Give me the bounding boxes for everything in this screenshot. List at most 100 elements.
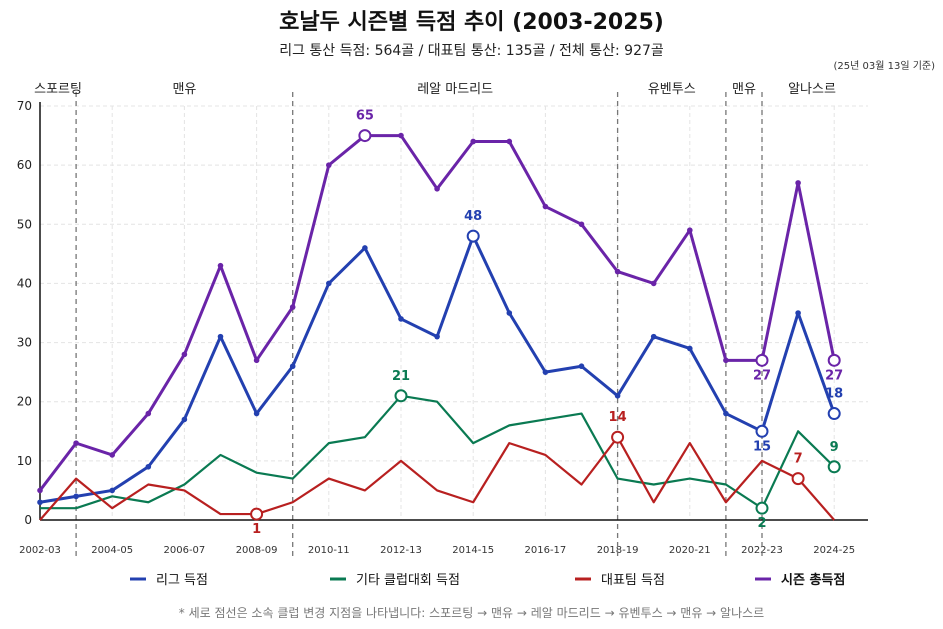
data-point bbox=[398, 316, 404, 322]
highlight-marker bbox=[358, 129, 372, 143]
data-point bbox=[795, 310, 801, 316]
data-label: 2 bbox=[757, 516, 766, 531]
x-tick-label: 2016-17 bbox=[525, 545, 567, 556]
data-point bbox=[434, 333, 440, 340]
data-point bbox=[434, 186, 440, 192]
data-point bbox=[542, 369, 549, 375]
x-tick-label: 2020-21 bbox=[669, 545, 711, 556]
x-tick-label: 2022-23 bbox=[741, 545, 783, 556]
data-point bbox=[542, 203, 549, 210]
chart-subtitle: 리그 통산 득점: 564골 / 대표팀 통산: 135골 / 전체 통산: 9… bbox=[279, 43, 664, 59]
club-label: 레알 마드리드 bbox=[417, 82, 493, 97]
data-point bbox=[687, 345, 693, 352]
highlight-marker bbox=[827, 460, 841, 474]
data-label: 1 bbox=[252, 522, 261, 537]
data-point bbox=[73, 440, 79, 446]
footnote: * 세로 점선은 소속 클럽 변경 지점을 나타냅니다: 스포르팅 → 맨유 →… bbox=[178, 606, 765, 620]
data-point bbox=[109, 452, 115, 458]
data-point bbox=[470, 138, 477, 145]
data-point bbox=[578, 363, 585, 370]
data-point bbox=[614, 268, 621, 275]
data-point bbox=[73, 493, 79, 500]
data-label: 14 bbox=[609, 410, 627, 425]
data-point bbox=[614, 393, 621, 399]
x-tick-label: 2010-11 bbox=[308, 545, 350, 556]
data-label: 27 bbox=[825, 368, 843, 383]
data-label: 48 bbox=[464, 209, 482, 224]
x-tick-label: 2004-05 bbox=[91, 545, 133, 556]
series-line bbox=[39, 436, 836, 521]
club-label: 스포르팅 bbox=[34, 82, 82, 97]
club-label: 맨유 bbox=[172, 82, 196, 97]
data-point bbox=[795, 180, 801, 186]
highlight-marker bbox=[755, 353, 769, 367]
highlight-marker bbox=[250, 507, 264, 521]
highlight-marker bbox=[466, 229, 480, 243]
legend-label: 리그 득점 bbox=[156, 573, 208, 588]
club-label: 유벤투스 bbox=[648, 82, 696, 97]
data-point bbox=[289, 304, 296, 310]
data-point bbox=[723, 357, 729, 364]
highlight-marker bbox=[755, 501, 769, 515]
y-tick-label: 50 bbox=[17, 217, 32, 231]
data-point bbox=[326, 162, 332, 168]
y-tick-label: 10 bbox=[17, 454, 32, 468]
line-chart: 0 10 20 30 40 50 60 70 2002-03 2004-05 2006-07 2008… bbox=[17, 82, 868, 588]
data-point bbox=[217, 333, 224, 340]
data-point bbox=[217, 262, 224, 269]
legend-label: 시즌 총득점 bbox=[781, 572, 845, 588]
data-label: 9 bbox=[830, 440, 839, 455]
series-line bbox=[40, 394, 835, 510]
data-label: 27 bbox=[753, 368, 771, 383]
data-label: 15 bbox=[753, 439, 771, 454]
legend-label: 대표팀 득점 bbox=[601, 573, 665, 588]
x-tick-label: 2014-15 bbox=[452, 545, 494, 556]
data-point bbox=[506, 138, 513, 145]
data-point bbox=[253, 410, 260, 417]
x-tick-label: 2012-13 bbox=[380, 545, 422, 556]
data-point bbox=[37, 487, 43, 494]
x-tick-label: 2024-25 bbox=[813, 545, 855, 556]
data-point bbox=[326, 280, 332, 287]
data-label: 65 bbox=[356, 109, 374, 124]
data-label: 7 bbox=[794, 452, 803, 467]
data-point bbox=[650, 333, 657, 340]
data-point bbox=[181, 351, 188, 358]
date-note: (25년 03월 13일 기준) bbox=[833, 61, 935, 72]
data-point bbox=[181, 416, 188, 423]
y-tick-label: 40 bbox=[17, 276, 32, 290]
highlight-marker bbox=[791, 472, 805, 486]
y-tick-label: 20 bbox=[17, 395, 32, 409]
y-tick-label: 60 bbox=[17, 158, 32, 172]
y-tick-label: 0 bbox=[24, 513, 32, 527]
x-tick-label: 2002-03 bbox=[19, 545, 61, 556]
highlight-marker bbox=[755, 424, 769, 438]
data-point bbox=[723, 410, 729, 417]
legend-label: 기타 클럽대회 득점 bbox=[356, 573, 460, 588]
data-point bbox=[289, 363, 296, 370]
data-point bbox=[398, 132, 404, 139]
data-label: 18 bbox=[825, 387, 843, 402]
series-line bbox=[39, 234, 836, 504]
data-point bbox=[578, 221, 585, 228]
x-tick-label: 2018-19 bbox=[597, 545, 639, 556]
data-point bbox=[253, 357, 260, 364]
highlight-marker bbox=[827, 353, 841, 367]
y-tick-label: 30 bbox=[17, 336, 32, 350]
highlight-marker bbox=[394, 389, 408, 403]
highlight-marker bbox=[827, 407, 841, 421]
highlight-marker bbox=[611, 430, 625, 444]
club-label: 알나스르 bbox=[788, 82, 836, 97]
data-point bbox=[109, 487, 115, 494]
club-label: 맨유 bbox=[732, 82, 756, 97]
data-point bbox=[37, 499, 43, 506]
x-tick-label: 2008-09 bbox=[236, 545, 278, 556]
data-point bbox=[145, 463, 152, 470]
data-point bbox=[506, 310, 513, 316]
chart-title: 호날두 시즌별 득점 추이 (2003-2025) bbox=[279, 10, 664, 35]
data-point bbox=[650, 280, 657, 287]
data-label: 21 bbox=[392, 369, 410, 384]
data-point bbox=[687, 227, 693, 233]
data-point bbox=[362, 245, 368, 251]
